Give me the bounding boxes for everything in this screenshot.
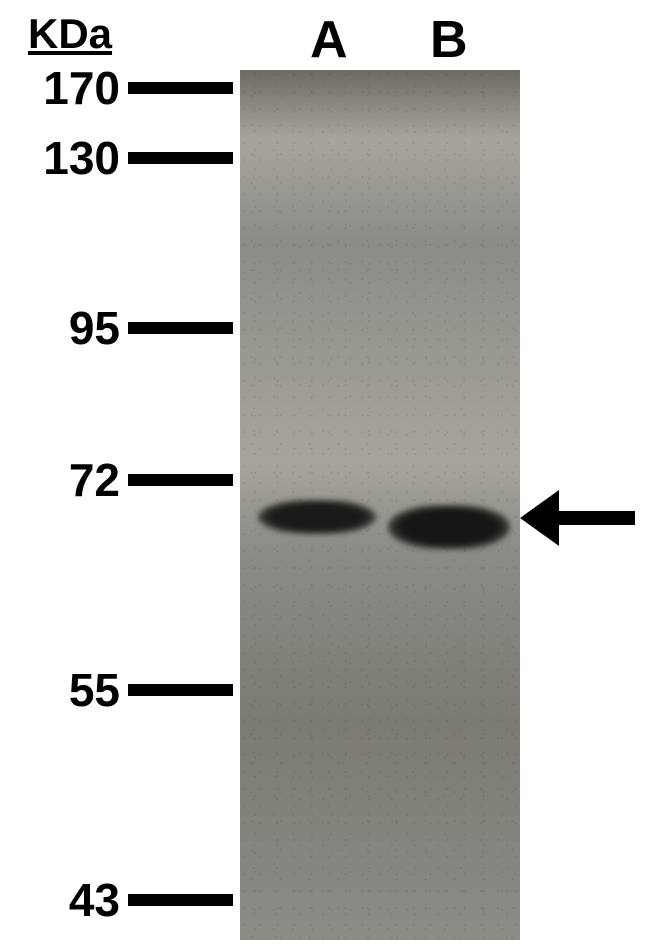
blot-membrane [240,70,520,940]
marker-label: 170 [10,61,120,115]
marker-tick [128,474,233,486]
western-blot-figure: KDa A B 170 130 95 72 55 43 [0,0,650,952]
marker-label: 43 [10,873,120,927]
marker-tick [128,894,233,906]
marker-label: 130 [10,131,120,185]
band-lane-b [388,505,510,549]
marker-tick [128,152,233,164]
marker-tick [128,82,233,94]
marker-tick [128,684,233,696]
marker-label: 72 [10,453,120,507]
units-label: KDa [28,10,112,58]
arrow-line [545,511,635,525]
marker-label: 95 [10,301,120,355]
lane-label-a: A [310,10,348,70]
marker-label: 55 [10,663,120,717]
lane-label-b: B [430,10,468,70]
marker-tick [128,322,233,334]
band-lane-a [258,500,376,534]
